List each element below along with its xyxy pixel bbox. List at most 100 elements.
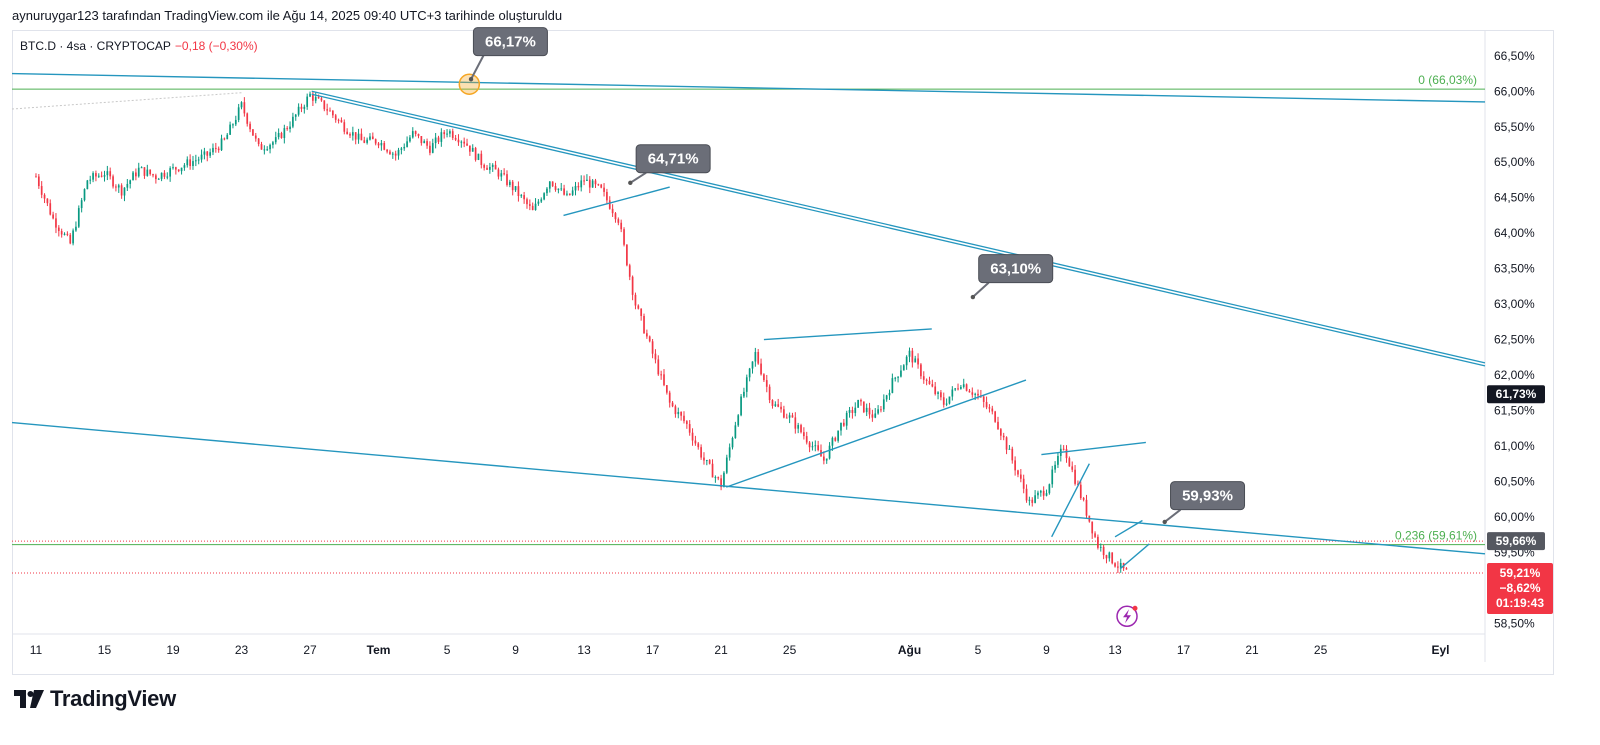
candle-body	[894, 377, 897, 379]
candle-body	[874, 413, 877, 418]
chart-caption: aynuruygar123 tarafından TradingView.com…	[12, 8, 563, 23]
symbol-legend: BTC.D · 4sa · CRYPTOCAP −0,18 (−0,30%)	[20, 39, 258, 53]
x-tick-label: 23	[235, 643, 249, 657]
candle-body	[543, 193, 545, 200]
candle-body	[948, 396, 951, 404]
candle-body	[63, 233, 66, 235]
candle-body	[523, 195, 525, 200]
y-tick-label: 64,00%	[1494, 226, 1535, 240]
candle-body	[628, 265, 631, 277]
candle-body	[263, 149, 266, 151]
candle-body	[75, 226, 77, 231]
candle-body	[72, 230, 74, 244]
candle-body	[825, 458, 828, 461]
descending-channel-top-inner	[311, 93, 1486, 367]
candle-body	[985, 401, 988, 408]
candle-body	[214, 147, 217, 149]
y-tick-label: 60,50%	[1494, 474, 1535, 488]
candle-body	[89, 179, 92, 181]
candle-body	[511, 181, 514, 191]
candle-body	[1082, 498, 1085, 500]
tradingview-logo-icon	[14, 690, 44, 708]
candle-body	[568, 193, 571, 195]
candle-body	[811, 446, 814, 448]
candle-body	[940, 392, 942, 398]
candle-body	[794, 417, 797, 429]
candle-body	[280, 132, 283, 138]
candle-body	[757, 351, 760, 364]
grid-layer	[12, 31, 1486, 662]
candle-body	[617, 219, 620, 223]
candle-body	[848, 410, 851, 413]
candle-body	[109, 171, 112, 177]
y-tick-label: 61,00%	[1494, 439, 1535, 453]
candle-body	[860, 399, 862, 402]
candle-body	[340, 120, 343, 123]
candle-body	[83, 189, 86, 201]
x-tick-label: 11	[30, 643, 43, 657]
candle-body	[40, 186, 43, 195]
upper-long-trendline	[11, 72, 1486, 103]
dotted-layer	[12, 540, 1485, 574]
candle-body	[837, 430, 839, 441]
candle-body	[868, 407, 871, 415]
candle-body	[477, 153, 480, 160]
candle-body	[232, 124, 234, 126]
candle-body	[103, 175, 106, 177]
candle-body	[785, 417, 788, 419]
candle-body	[357, 133, 360, 140]
candle-body	[437, 137, 440, 142]
candle-body	[831, 437, 834, 446]
candle-body	[117, 185, 120, 188]
candle-body	[634, 294, 637, 306]
candle-body	[329, 110, 331, 112]
candle-body	[469, 145, 471, 152]
candle-body	[115, 186, 117, 188]
candle-body	[480, 153, 483, 165]
candle-body	[674, 406, 677, 415]
candle-body	[414, 131, 417, 134]
candle-body	[366, 139, 368, 143]
candle-body	[623, 229, 625, 245]
candle-body	[334, 115, 337, 120]
candle-body	[129, 180, 132, 184]
candle-body	[49, 203, 52, 215]
candle-body	[460, 141, 463, 143]
candle-body	[728, 447, 731, 458]
candle-body	[971, 392, 974, 395]
candle-body	[828, 445, 831, 459]
x-tick-label: Ağu	[898, 643, 921, 657]
candle-body	[226, 134, 229, 140]
fib-layer: 0 (66,03%) 0,236 (59,61%)	[11, 73, 1485, 546]
candle-body	[306, 96, 309, 107]
candle-body	[277, 132, 280, 138]
candle-body	[646, 333, 648, 337]
candle-body	[252, 129, 254, 136]
candle-body	[528, 204, 531, 206]
candle-body	[491, 164, 494, 167]
candle-body	[1094, 533, 1096, 537]
bar-countdown: 01:19:43	[1496, 596, 1544, 610]
lightning-glyph	[1123, 609, 1132, 624]
candle-body	[851, 410, 854, 413]
candle-body	[326, 109, 329, 111]
candle-body	[977, 393, 979, 396]
candle-body	[1037, 492, 1039, 496]
candle-body	[900, 370, 902, 377]
candle-body	[209, 152, 211, 156]
candle-body	[220, 138, 223, 151]
candle-body	[1031, 499, 1034, 503]
x-tick-label: 5	[444, 643, 451, 657]
candle-body	[272, 142, 274, 145]
candle-body	[626, 244, 628, 266]
candle-body	[426, 141, 428, 146]
candle-body	[1065, 449, 1068, 459]
candle-body	[671, 402, 674, 407]
candle-body	[451, 131, 454, 138]
candle-body	[126, 183, 129, 188]
symbol-label: BTC.D · 4sa · CRYPTOCAP	[20, 39, 171, 53]
candle-body	[994, 411, 996, 422]
candle-body	[560, 188, 563, 190]
tradingview-brand[interactable]: TradingView	[14, 686, 176, 712]
